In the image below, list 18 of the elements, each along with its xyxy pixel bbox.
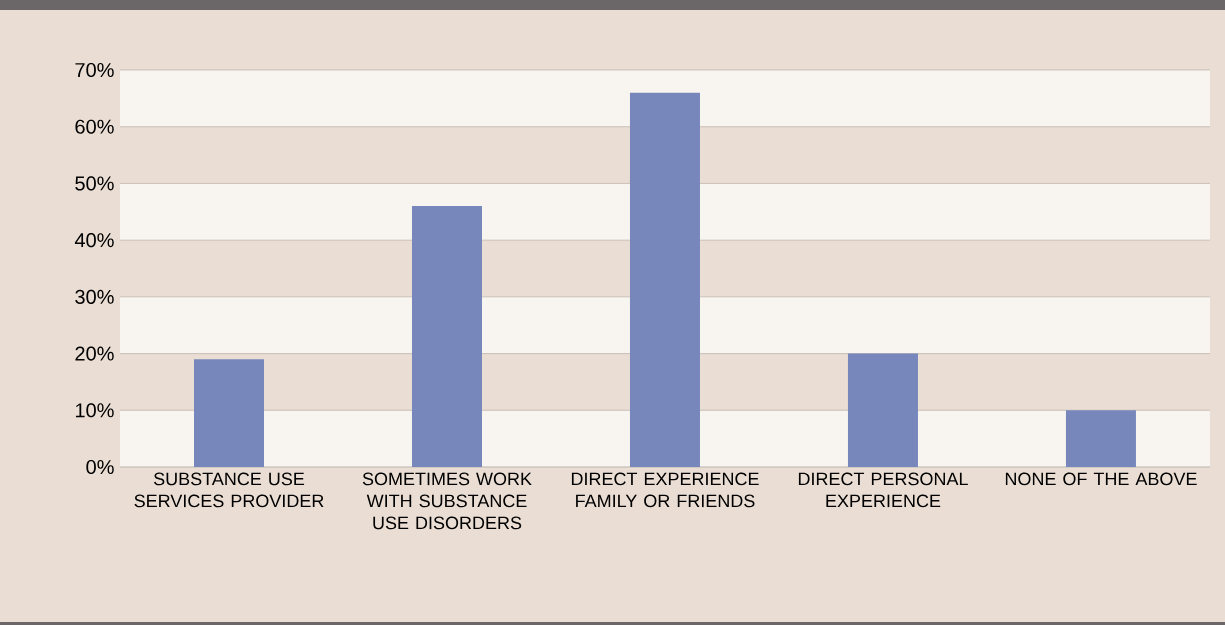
y-tick-label: 50%	[75, 176, 114, 191]
bar	[629, 92, 700, 467]
x-tick-label: NONE OF THE ABOVE	[1005, 472, 1197, 486]
y-tick-label: 20%	[75, 346, 114, 361]
y-tick-label: 0%	[86, 459, 114, 475]
y-tick-label: 10%	[75, 403, 114, 418]
bar	[847, 353, 918, 467]
x-tick-label: DIRECT PERSONAL EXPERIENCE	[798, 472, 968, 508]
x-tick-label: SOMETIMES WORK WITH SUBSTANCE USE DISORDERS	[362, 472, 532, 530]
y-tick-label: 70%	[75, 62, 114, 78]
bar	[411, 206, 482, 467]
bar	[1065, 410, 1136, 467]
y-tick-label: 60%	[75, 119, 114, 134]
y-tick-label: 30%	[75, 289, 114, 304]
y-tick-label: 40%	[74, 233, 114, 248]
x-tick-label: SUBSTANCE USE SERVICES PROVIDER	[134, 472, 324, 508]
bar	[194, 359, 264, 467]
x-tick-label: DIRECT EXPERIENCE FAMILY OR FRIENDS	[571, 472, 759, 508]
